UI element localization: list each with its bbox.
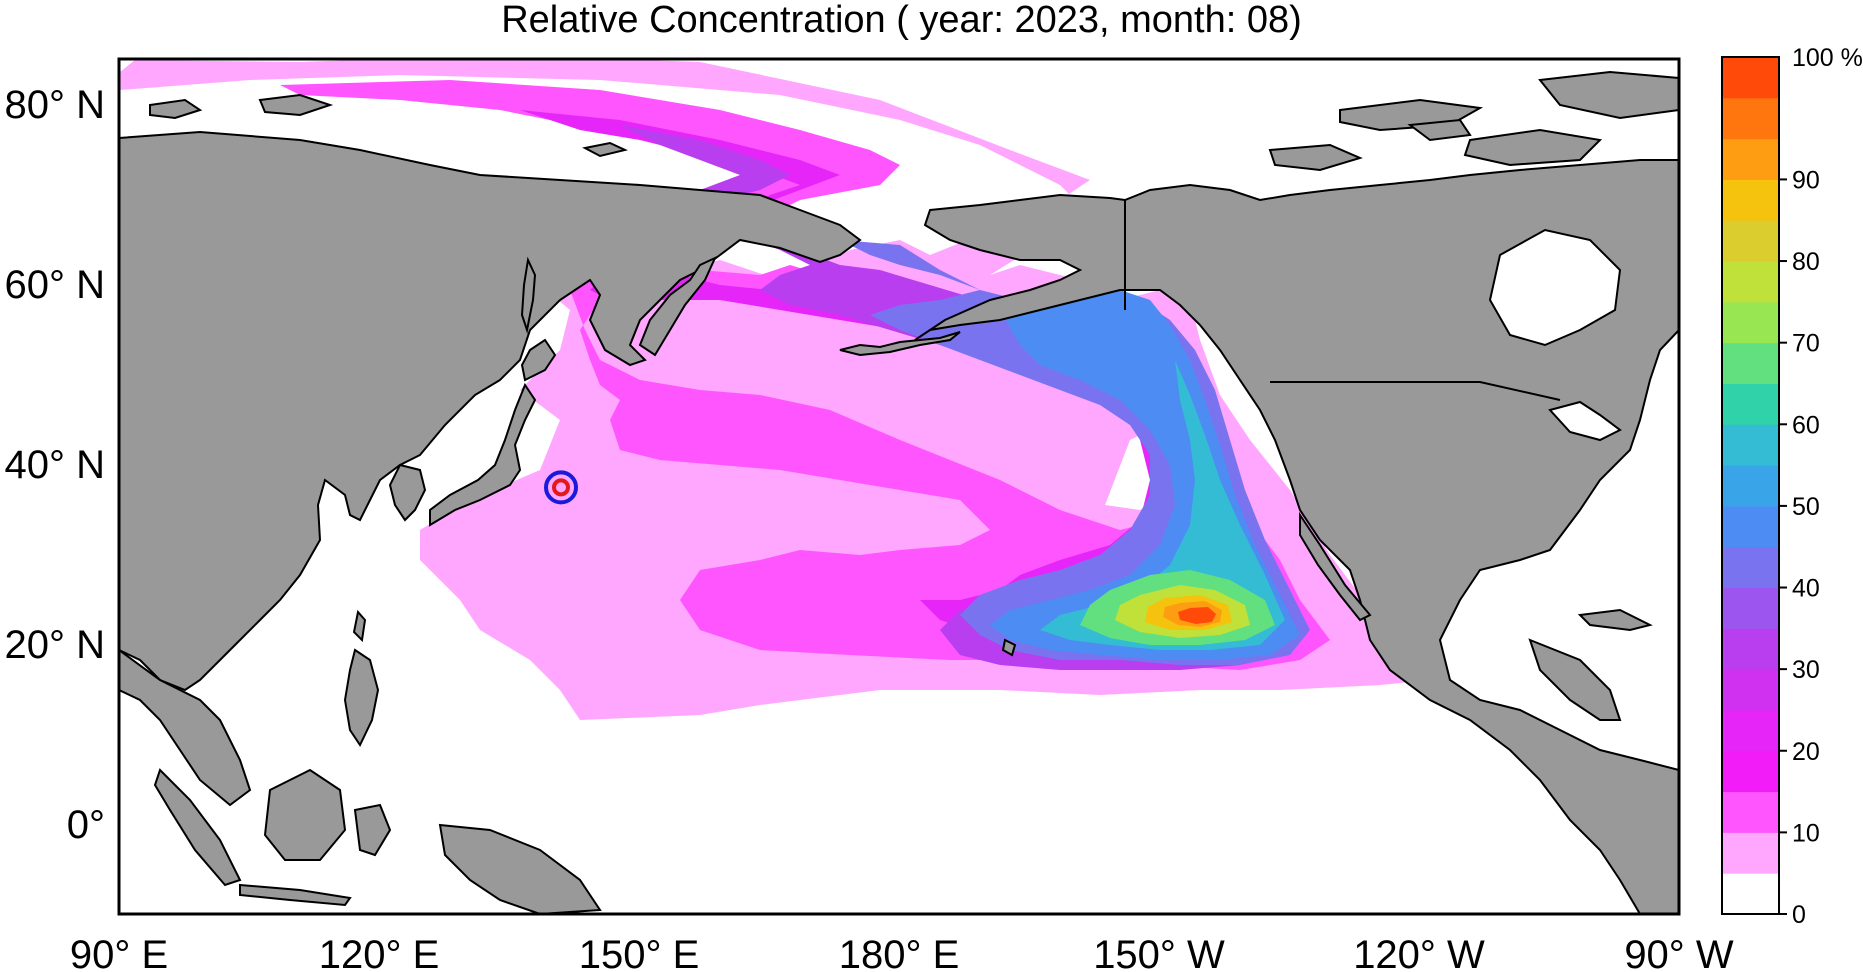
sakhalin-landmass <box>520 256 537 334</box>
colorbar-tick-label: 30 <box>1792 656 1820 684</box>
map-title: Relative Concentration ( year: 2023, mon… <box>501 0 1302 41</box>
great-lakes <box>1548 400 1622 442</box>
colorbar-segment <box>1722 179 1779 221</box>
concentration-field <box>120 59 1430 720</box>
colorbar-segment <box>1722 709 1779 752</box>
new-guinea-landmass <box>438 823 602 914</box>
colorbar-segment <box>1722 301 1779 344</box>
taiwan-landmass <box>352 609 367 643</box>
colorbar-segment <box>1722 261 1779 303</box>
colorbar-segment <box>1722 791 1779 833</box>
sumatra-landmass <box>153 768 242 887</box>
korea-landmass <box>388 463 427 522</box>
philippines-landmass <box>343 648 380 748</box>
colorbar-segment <box>1722 873 1779 915</box>
arctic-archipelago-2 <box>1463 128 1603 167</box>
lat-tick-label: 60° N <box>5 263 106 307</box>
java-landmass <box>239 883 352 907</box>
colorbar-segment <box>1722 750 1779 793</box>
land-masses <box>119 70 1679 914</box>
latitude-labels: 80° N 60° N 40° N 20° N 0° <box>5 83 106 847</box>
baja-california-landmass <box>1299 511 1372 622</box>
lon-tick-label: 120° W <box>1353 933 1485 972</box>
wrangel-island <box>582 141 629 158</box>
se-asia-landmass <box>119 648 252 807</box>
colorbar-tick-label: 0 <box>1792 901 1806 929</box>
conc-band-95 <box>1178 607 1216 624</box>
colorbar-tick-label: 10 <box>1792 819 1820 847</box>
lat-tick-label: 0° <box>67 803 105 847</box>
colorbar-frame <box>1721 56 1780 915</box>
colorbar-segment <box>1722 97 1779 140</box>
lon-tick-label: 180° E <box>839 933 960 972</box>
sulawesi-landmass <box>353 803 392 857</box>
lon-tick-label: 120° E <box>319 933 440 972</box>
hawaii-island <box>1001 638 1017 657</box>
lon-tick-label: 90° W <box>1624 933 1734 972</box>
lat-tick-label: 40° N <box>5 443 106 487</box>
marker-inner-ring <box>552 478 570 497</box>
colorbar-segment <box>1722 628 1779 670</box>
arctic-archipelago-3 <box>1538 70 1679 120</box>
lon-tick-label: 150° W <box>1093 933 1225 972</box>
colorbar-segment <box>1722 220 1779 262</box>
asia-landmass <box>119 130 862 692</box>
colorbar-unit-label: 100 % <box>1792 44 1863 72</box>
colorbar-tick-label: 60 <box>1792 411 1820 439</box>
us-canada-border <box>1270 381 1561 401</box>
lat-tick-label: 20° N <box>5 623 106 667</box>
colorbar-segment <box>1722 587 1779 629</box>
colorbar-tick-label: 20 <box>1792 738 1820 766</box>
colorbar-tick-label: 90 <box>1792 166 1820 194</box>
arctic-archipelago-4 <box>1268 143 1363 172</box>
hokkaido-landmass <box>520 338 557 382</box>
colorbar-segment <box>1722 342 1779 384</box>
lat-tick-label: 80° N <box>5 83 106 127</box>
colorbar-segment <box>1722 383 1779 425</box>
central-america-landmass <box>1528 638 1622 721</box>
borneo-landmass <box>263 768 347 861</box>
colorbar-segment <box>1722 832 1779 874</box>
arctic-archipelago-5 <box>1407 118 1472 142</box>
colorbar-segment <box>1722 546 1779 589</box>
aleutian-islands <box>839 331 961 357</box>
north-america-landmass <box>914 159 1679 914</box>
colorbar-segment <box>1722 138 1779 180</box>
colorbar-segment <box>1722 669 1779 711</box>
colorbar-segment <box>1722 465 1779 507</box>
new-siberian-islands <box>258 93 334 117</box>
colorbar-segment <box>1722 505 1779 548</box>
colorbar: 0 10 20 30 40 50 60 70 80 90 100 % <box>1721 44 1863 929</box>
colorbar-tick-label: 50 <box>1792 493 1820 521</box>
colorbar-tick-label: 40 <box>1792 575 1820 603</box>
colorbar-tick-label: 80 <box>1792 248 1820 276</box>
longitude-labels: 90° E 120° E 150° E 180° E 150° W 120° W 90° W <box>70 933 1734 972</box>
conc-band-45 <box>1040 360 1285 650</box>
marker-outer-ring <box>544 470 578 505</box>
kamchatka-landmass <box>638 255 718 357</box>
colorbar-tick-label: 70 <box>1792 330 1820 358</box>
lon-tick-label: 150° E <box>579 933 700 972</box>
severnaya-islands <box>149 98 203 120</box>
colorbar-segment <box>1722 424 1779 466</box>
hudson-bay <box>1488 228 1622 347</box>
japan-landmass <box>429 382 537 527</box>
conc-band-10 <box>280 80 1330 670</box>
source-location-marker <box>544 470 578 505</box>
map-frame <box>117 57 1681 916</box>
lon-tick-label: 90° E <box>70 933 168 972</box>
cuba-island <box>1577 608 1653 632</box>
colorbar-segment <box>1722 57 1779 99</box>
